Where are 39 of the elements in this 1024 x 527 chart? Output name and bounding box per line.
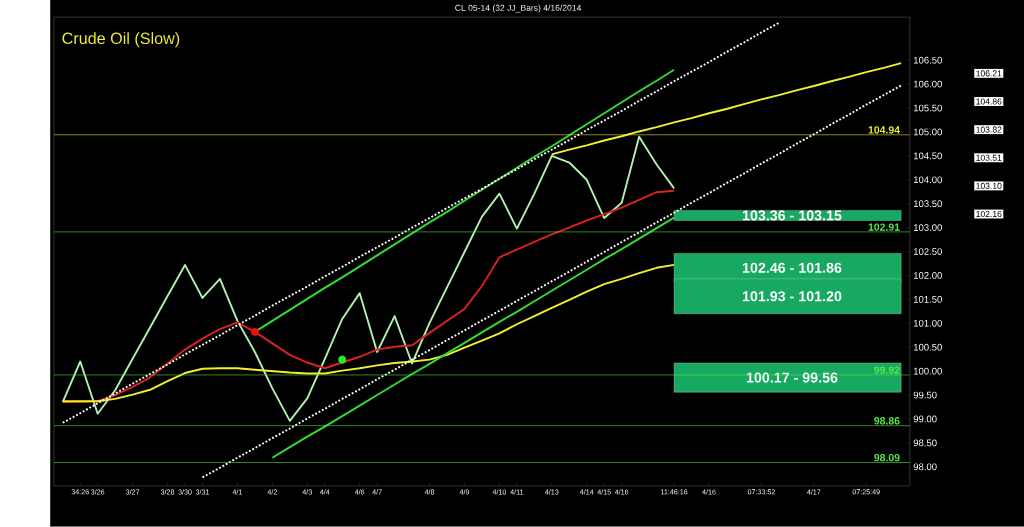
ref-line-label: 104.94	[868, 126, 900, 134]
text: 103.10	[976, 182, 1002, 190]
ref-line-label: 102.91	[868, 223, 900, 231]
text: 106.21	[976, 70, 1002, 77]
y-tick-label: 105.50	[913, 104, 942, 112]
ref-line-label: 98.86	[874, 417, 900, 425]
y-tick-label: 102.50	[913, 248, 942, 255]
y-tick-label: 106.00	[913, 80, 942, 88]
y-tick-label: 98.00	[913, 463, 937, 471]
y-tick-label: 99.50	[913, 391, 937, 399]
text: 103.51	[976, 154, 1002, 161]
line-series	[61, 135, 676, 422]
ref-line-label: 98.09	[874, 454, 900, 462]
y-tick-label: 103.00	[913, 224, 942, 232]
text: 104.86	[976, 98, 1002, 105]
text: 103.82	[976, 126, 1002, 133]
y-tick-label: 102.00	[913, 272, 942, 279]
band-label: 102.46 - 101.86	[742, 262, 842, 273]
y-tick-label: 101.50	[913, 296, 942, 303]
text: 102.16	[976, 211, 1002, 218]
y-tick-label: 100.00	[913, 367, 942, 375]
line-series	[61, 189, 676, 404]
y-tick-label: 105.00	[913, 128, 942, 136]
ref-line-label: 99.92	[874, 366, 900, 374]
y-tick-label: 99.00	[913, 415, 937, 423]
y-tick-label: 104.00	[913, 176, 942, 184]
band-label: 101.93 - 101.20	[742, 291, 842, 302]
band-label: 100.17 - 99.56	[746, 372, 838, 383]
y-tick-label: 104.50	[913, 152, 942, 160]
line-series	[271, 216, 676, 459]
y-tick-label: 101.00	[913, 320, 942, 327]
chart-subtitle: CL 05-14 (32 JJ_Bars) 4/16/2014	[455, 4, 582, 13]
line-series	[201, 84, 903, 479]
text: Crude Oil (Slow)	[62, 32, 180, 48]
band-label: 103.36 - 103.15	[742, 210, 842, 221]
y-tick-label: 106.50	[913, 56, 942, 64]
y-tick-label: 103.50	[913, 200, 942, 208]
y-tick-label: 100.50	[913, 343, 942, 351]
y-tick-label: 98.50	[913, 439, 937, 447]
